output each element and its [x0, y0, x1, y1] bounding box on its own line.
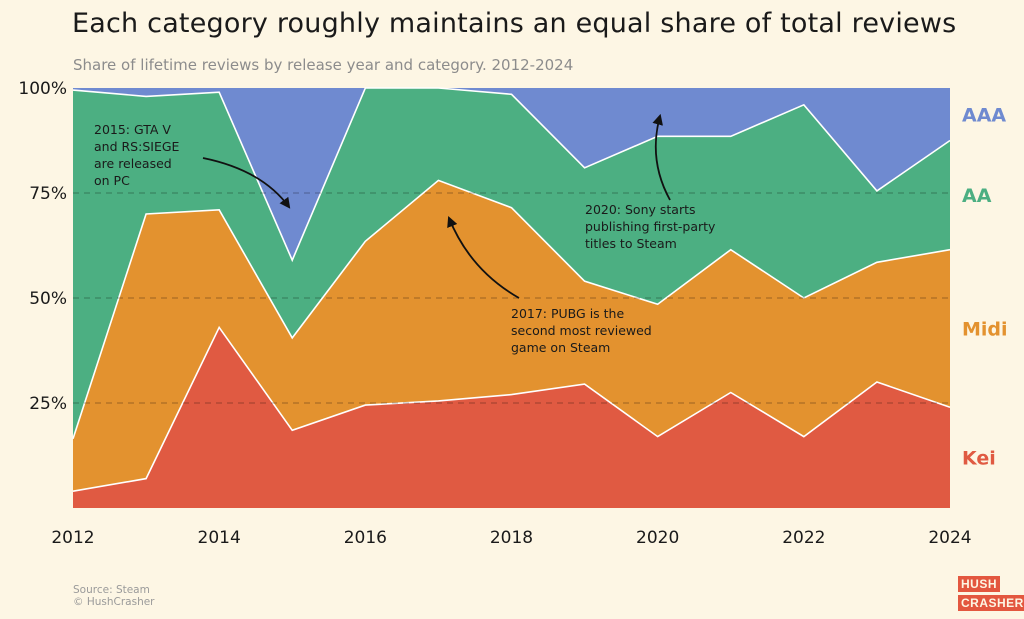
y-tick-label: 50% [29, 289, 67, 309]
x-tick-label: 2012 [51, 528, 94, 548]
brand-logo: HUSH CRASHER [958, 573, 1024, 611]
logo-line-1: HUSH [958, 576, 1001, 592]
y-tick-label: 25% [29, 394, 67, 414]
x-tick-label: 2016 [344, 528, 387, 548]
x-tick-label: 2024 [928, 528, 971, 548]
annotation-text: 2020: Sony starts [585, 202, 696, 217]
area-aa [73, 88, 950, 439]
x-tick-label: 2018 [490, 528, 533, 548]
annotation-arrow [202, 157, 291, 209]
area-kei [73, 327, 950, 508]
annotations: 2015: GTA V and RS:SIEGE are released on PC… [94, 113, 716, 355]
annotation-arrow [652, 113, 671, 201]
annotation-text: game on Steam [511, 340, 610, 355]
x-tick-label: 2020 [636, 528, 679, 548]
annotation-text: publishing first-party [585, 219, 716, 234]
boundary-kei [72, 325, 951, 492]
annotation-text: 2015: GTA V [94, 122, 171, 137]
annotation-arrow [447, 215, 520, 299]
logo-line-2: CRASHER [958, 595, 1024, 611]
area-aaa [73, 88, 950, 261]
area-layer [72, 87, 951, 508]
y-tick-label: 75% [29, 184, 67, 204]
gridlines [73, 192, 950, 404]
series-label-midi: Midi [962, 318, 1008, 340]
source-text: Source: Steam [73, 584, 150, 596]
copyright-text: © HushCrasher [73, 596, 155, 608]
annotation-text: second most reviewed [511, 323, 652, 338]
source-note: Source: Steam © HushCrasher [73, 584, 155, 608]
chart-title: Each category roughly maintains an equal… [72, 8, 957, 39]
annotation-text: are released [94, 156, 172, 171]
y-axis: 25% 50% 75% 100% [18, 79, 67, 414]
annotation-text: 2017: PUBG is the [511, 306, 624, 321]
series-label-kei: Kei [962, 448, 996, 470]
boundary-aa [72, 87, 951, 263]
annotation-text: titles to Steam [585, 236, 677, 251]
area-midi [73, 180, 950, 492]
annotation-text: on PC [94, 173, 130, 188]
y-tick-label: 100% [18, 79, 67, 99]
series-label-aaa: AAA [962, 104, 1006, 126]
series-label-aa: AA [962, 185, 992, 207]
chart-subtitle: Share of lifetime reviews by release yea… [73, 56, 574, 74]
x-tick-label: 2014 [198, 528, 241, 548]
annotation-text: and RS:SIEGE [94, 139, 180, 154]
boundary-midi [72, 179, 951, 439]
x-axis: 2012 2014 2016 2018 2020 2022 2024 [51, 528, 971, 548]
x-tick-label: 2022 [782, 528, 825, 548]
